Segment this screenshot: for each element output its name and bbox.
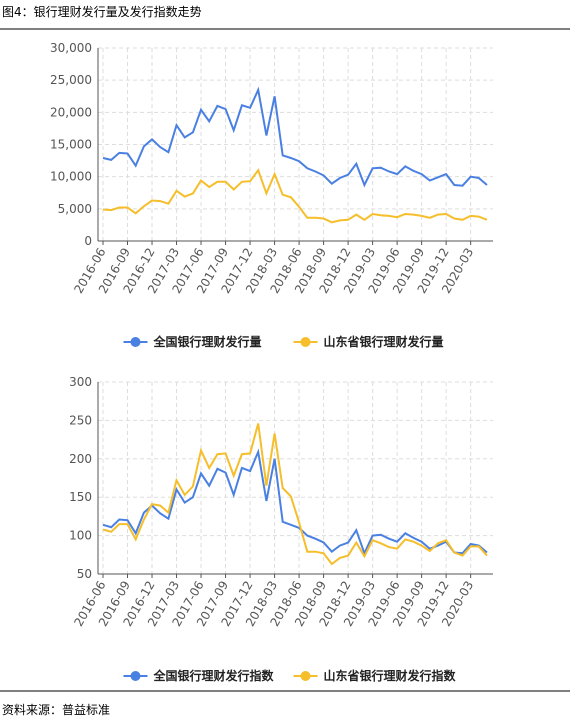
series-line — [102, 168, 488, 224]
legend-label: 全国银行理财发行指数 — [153, 668, 275, 683]
series-line — [102, 448, 488, 556]
legend-label: 山东省银行理财发行指数 — [324, 668, 457, 683]
legend-swatch — [130, 671, 141, 681]
y-tick-label: 30,000 — [50, 41, 92, 55]
y-tick-label: 25,000 — [50, 73, 92, 87]
series-line — [102, 423, 488, 566]
y-tick-label: 200 — [69, 452, 92, 466]
y-tick-label: 10,000 — [50, 170, 92, 184]
y-tick-label: 0 — [84, 234, 92, 248]
y-tick-label: 150 — [69, 490, 92, 504]
legend-swatch — [130, 337, 141, 347]
legend-swatch — [300, 671, 311, 681]
y-tick-label: 300 — [69, 375, 92, 389]
source-note: 资料来源：普益标准 — [2, 703, 110, 717]
series-line — [102, 86, 488, 188]
legend-swatch — [300, 337, 311, 347]
y-tick-label: 15,000 — [50, 138, 92, 152]
y-tick-label: 250 — [69, 413, 92, 427]
y-tick-label: 50 — [77, 567, 92, 581]
y-tick-label: 20,000 — [50, 105, 92, 119]
y-tick-label: 100 — [69, 529, 92, 543]
legend-label: 山东省银行理财发行量 — [324, 334, 444, 349]
figure-title: 图4：银行理财发行量及发行指数走势 — [2, 4, 202, 19]
y-tick-label: 5,000 — [58, 202, 92, 216]
legend-label: 全国银行理财发行量 — [153, 334, 262, 349]
